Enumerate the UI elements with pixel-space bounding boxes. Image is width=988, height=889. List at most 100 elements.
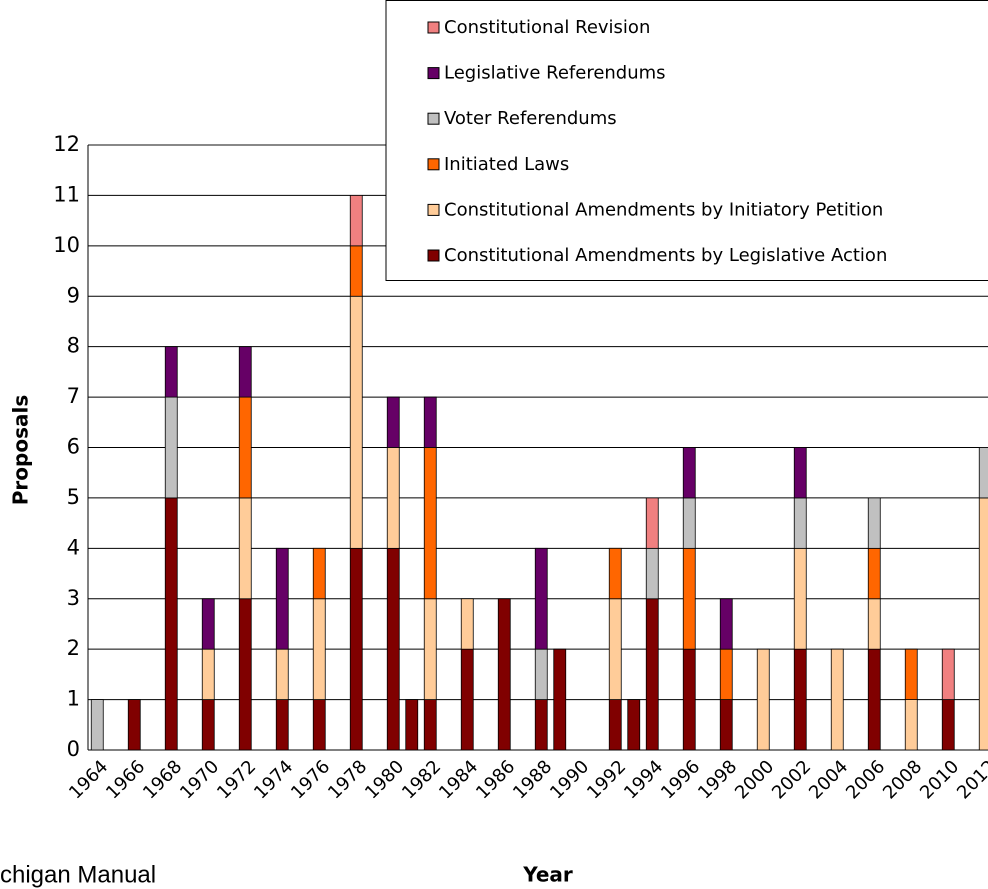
x-tick-label: 1980	[361, 756, 408, 803]
bar-segment	[793, 648, 807, 751]
bar-segment	[405, 699, 419, 751]
bar-segment	[312, 699, 326, 751]
bar-segment	[682, 547, 696, 650]
bar-segment	[349, 295, 363, 549]
x-tick-label: 1990	[546, 756, 593, 803]
bar-segment	[423, 396, 437, 448]
x-tick-label: 2008	[879, 756, 926, 803]
y-tick-label: 12	[53, 132, 80, 156]
bar-segment	[627, 699, 641, 751]
legend-label: Initiated Laws	[444, 154, 569, 175]
bar-segment	[275, 699, 289, 751]
bar-segment	[497, 598, 511, 751]
y-tick-label: 0	[67, 737, 80, 761]
x-tick-label: 1972	[213, 756, 260, 803]
x-tick-label: 1986	[472, 756, 519, 803]
x-tick-label: 1970	[176, 756, 223, 803]
x-tick-label: 2006	[842, 756, 889, 803]
bar-segment	[349, 195, 363, 247]
legend-swatch	[427, 249, 440, 262]
legend-swatch	[427, 67, 440, 80]
legend-label: Voter Referendums	[444, 108, 617, 129]
bar-segment	[534, 648, 548, 700]
bar-segment	[386, 547, 400, 751]
bar-segment	[275, 648, 289, 700]
x-tick-label: 1964	[65, 756, 112, 803]
bar-segment	[127, 699, 141, 751]
bar-segment	[978, 497, 988, 751]
bar-segment	[756, 648, 770, 751]
bar-segment	[608, 598, 622, 700]
bar-segment	[682, 447, 696, 499]
legend-swatch	[427, 158, 440, 171]
bar-segment	[460, 648, 474, 751]
y-tick-label: 1	[67, 687, 80, 711]
legend-swatch	[427, 112, 440, 125]
y-tick-label: 2	[67, 636, 80, 660]
bar-segment	[645, 497, 659, 549]
bar-segment	[941, 648, 955, 700]
bar-segment	[534, 699, 548, 751]
bar-segment	[386, 396, 400, 448]
bar-segment	[904, 648, 918, 700]
bar-segment	[238, 497, 252, 600]
x-tick-label: 1978	[324, 756, 371, 803]
bar-segment	[867, 547, 881, 600]
bar-segment	[867, 497, 881, 549]
bar-segment	[978, 447, 988, 499]
x-tick-label: 1996	[657, 756, 704, 803]
bar-segment	[312, 547, 326, 600]
x-tick-label: 2002	[768, 756, 815, 803]
legend-swatch	[427, 21, 440, 34]
bar-segment	[238, 598, 252, 751]
bar-segment	[867, 598, 881, 650]
legend-box	[385, 0, 988, 281]
bar-segment	[867, 648, 881, 751]
bar-segment	[423, 699, 437, 751]
bar-segment	[941, 699, 955, 751]
legend-label: Legislative Referendums	[444, 63, 666, 84]
bar-segment	[793, 497, 807, 549]
bar-segment	[349, 245, 363, 297]
x-tick-label: 1976	[287, 756, 334, 803]
y-tick-label: 8	[67, 334, 80, 358]
x-tick-label: 1992	[583, 756, 630, 803]
y-tick-label: 3	[67, 586, 80, 610]
bar-segment	[201, 699, 215, 751]
bar-segment	[682, 497, 696, 549]
y-axis-label: Proposals	[9, 395, 33, 505]
bar-segment	[201, 598, 215, 650]
bar-segment	[719, 699, 733, 751]
bar-segment	[608, 547, 622, 600]
bar-segment	[719, 648, 733, 700]
x-tick-label: 2000	[731, 756, 778, 803]
x-tick-label: 1968	[139, 756, 186, 803]
bar-segment	[201, 648, 215, 700]
bar-segment	[275, 547, 289, 650]
x-tick-label: 2010	[916, 756, 963, 803]
y-tick-label: 6	[67, 435, 80, 459]
x-tick-label: 1966	[102, 756, 149, 803]
bar-segment	[534, 547, 548, 650]
bar-segment	[312, 598, 326, 700]
bar-segment	[645, 598, 659, 751]
legend-label: Constitutional Amendments by Initiatory …	[444, 199, 883, 220]
bar-segment	[645, 547, 659, 600]
bar-segment	[238, 396, 252, 499]
bar-segment	[164, 396, 178, 499]
x-axis-label: Year	[522, 863, 573, 887]
bar-segment	[682, 648, 696, 751]
bar-segment	[90, 699, 104, 751]
y-tick-label: 5	[67, 485, 80, 509]
x-tick-label: 2004	[805, 756, 852, 803]
x-tick-label: 1984	[435, 756, 482, 803]
x-tick-label: 1998	[694, 756, 741, 803]
x-tick-label: 1974	[250, 756, 297, 803]
bar-segment	[904, 699, 918, 751]
y-tick-label: 7	[67, 384, 80, 408]
bar-segment	[423, 447, 437, 600]
bar-segment	[793, 447, 807, 499]
bar-segment	[423, 598, 437, 700]
